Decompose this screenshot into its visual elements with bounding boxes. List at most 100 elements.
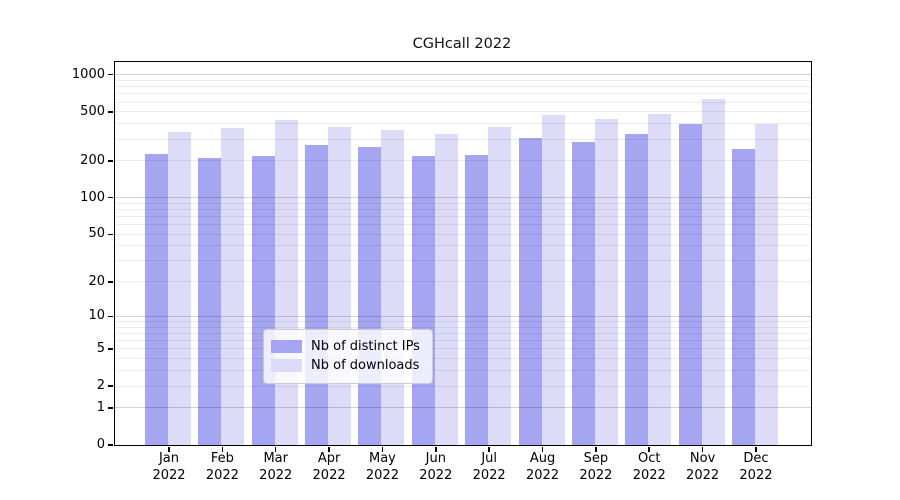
minor-gridline-20 <box>115 281 811 283</box>
x-tick-7 <box>541 447 544 452</box>
x-tick-label-feb: Feb 2022 <box>205 451 239 483</box>
bar-distinct-ips-feb-2022 <box>198 157 222 445</box>
minor-gridline-40 <box>115 245 811 247</box>
x-tick-4 <box>381 447 384 452</box>
bar-downloads-apr-2022 <box>328 127 352 445</box>
minor-gridline-600 <box>115 101 811 103</box>
minor-gridline-800 <box>115 86 811 88</box>
bar-downloads-jun-2022 <box>434 134 458 445</box>
x-tick-6 <box>488 447 490 452</box>
bar-distinct-ips-apr-2022 <box>305 145 329 445</box>
major-gridline-100 <box>115 197 811 199</box>
minor-gridline-300 <box>115 138 811 140</box>
minor-gridline-5 <box>115 348 811 350</box>
y-tick-label-2: 2 <box>96 378 105 394</box>
y-tick-200 <box>108 160 113 162</box>
minor-gridline-4 <box>115 358 811 360</box>
y-tick-label-100: 100 <box>80 189 105 205</box>
x-tick-9 <box>648 447 650 452</box>
bar-distinct-ips-nov-2022 <box>678 124 702 445</box>
y-tick-label-500: 500 <box>80 103 105 119</box>
plot-area: Jan 2022 Feb 2022 Mar 2022 Apr 2022 May 2022 Jun 20… <box>72 61 812 483</box>
bar-downloads-dec-2022 <box>754 124 778 445</box>
x-tick-0 <box>168 447 170 452</box>
legend-swatch-downloads <box>271 359 302 372</box>
minor-gridline-30 <box>115 260 811 262</box>
x-tick-label-jan: Jan 2022 <box>152 451 186 483</box>
minor-gridline-9 <box>115 321 811 323</box>
y-tick-label-0: 0 <box>96 437 105 452</box>
x-tick-label-jul: Jul 2022 <box>472 451 506 483</box>
bar-distinct-ips-dec-2022 <box>731 149 755 445</box>
minor-gridline-70 <box>115 216 811 218</box>
legend-label-distinct-ips: Nb of distinct IPs <box>311 339 420 354</box>
minor-gridline-400 <box>115 123 811 125</box>
y-tick-5 <box>108 348 113 350</box>
y-tick-100 <box>108 196 113 199</box>
x-tick-2 <box>274 447 277 452</box>
legend: Nb of distinct IPs Nb of downloads <box>263 329 433 384</box>
bar-downloads-jul-2022 <box>488 126 512 445</box>
chart-title: CGHcall 2022 <box>412 36 512 52</box>
minor-gridline-60 <box>115 224 811 226</box>
legend-swatch-distinct-ips <box>271 340 302 353</box>
major-gridline-1 <box>115 407 811 409</box>
bar-distinct-ips-aug-2022 <box>518 137 542 445</box>
bar-distinct-ips-jun-2022 <box>411 155 435 445</box>
major-gridline-10 <box>115 315 811 317</box>
bar-downloads-aug-2022 <box>541 115 565 445</box>
legend-item-downloads: Nb of downloads <box>271 357 423 374</box>
y-tick-label-200: 200 <box>80 152 105 168</box>
bar-distinct-ips-oct-2022 <box>625 134 649 445</box>
minor-gridline-90 <box>115 202 811 204</box>
bar-downloads-mar-2022 <box>274 120 298 445</box>
x-tick-label-dec: Dec 2022 <box>739 451 773 483</box>
x-tick-1 <box>221 447 224 452</box>
legend-label-downloads: Nb of downloads <box>311 358 420 373</box>
y-tick-label-10: 10 <box>88 308 105 324</box>
x-tick-8 <box>595 447 597 452</box>
bar-distinct-ips-sep-2022 <box>571 141 595 445</box>
x-tick-label-sep: Sep 2022 <box>579 451 613 483</box>
y-tick-label-1000: 1000 <box>71 66 105 82</box>
x-tick-11 <box>755 447 757 452</box>
x-tick-label-nov: Nov 2022 <box>686 451 720 483</box>
minor-gridline-7 <box>115 333 811 335</box>
x-tick-label-aug: Aug 2022 <box>525 451 560 483</box>
y-tick-2 <box>108 385 113 387</box>
minor-gridline-80 <box>115 208 811 210</box>
bar-distinct-ips-may-2022 <box>358 147 382 445</box>
bar-downloads-nov-2022 <box>701 99 725 445</box>
x-tick-label-oct: Oct 2022 <box>632 451 666 483</box>
y-tick-label-1: 1 <box>96 399 105 415</box>
bar-downloads-jan-2022 <box>168 131 191 445</box>
minor-gridline-50 <box>115 233 811 235</box>
minor-gridline-900 <box>115 79 811 81</box>
minor-gridline-6 <box>115 340 811 342</box>
y-tick-0 <box>108 444 113 446</box>
minor-gridline-700 <box>115 93 811 95</box>
bar-distinct-ips-jan-2022 <box>145 154 168 445</box>
bar-downloads-may-2022 <box>381 129 405 445</box>
bar-downloads-feb-2022 <box>221 127 245 445</box>
minor-gridline-2 <box>115 385 811 387</box>
y-tick-500 <box>108 111 113 113</box>
bar-distinct-ips-mar-2022 <box>251 156 275 445</box>
minor-gridline-8 <box>115 326 811 328</box>
y-tick-label-20: 20 <box>88 273 105 289</box>
x-tick-3 <box>328 447 330 452</box>
y-tick-label-50: 50 <box>88 226 105 242</box>
bar-distinct-ips-jul-2022 <box>465 155 489 445</box>
x-tick-label-mar: Mar 2022 <box>259 451 293 483</box>
legend-item-distinct-ips: Nb of distinct IPs <box>271 338 423 355</box>
bar-downloads-oct-2022 <box>648 113 672 445</box>
x-tick-10 <box>701 447 704 452</box>
bar-downloads-sep-2022 <box>594 119 618 445</box>
major-gridline-1000 <box>115 74 811 76</box>
y-tick-50 <box>108 233 113 236</box>
minor-gridline-200 <box>115 160 811 162</box>
minor-gridline-3 <box>115 370 811 372</box>
x-tick-5 <box>435 447 437 452</box>
y-tick-20 <box>108 281 113 283</box>
